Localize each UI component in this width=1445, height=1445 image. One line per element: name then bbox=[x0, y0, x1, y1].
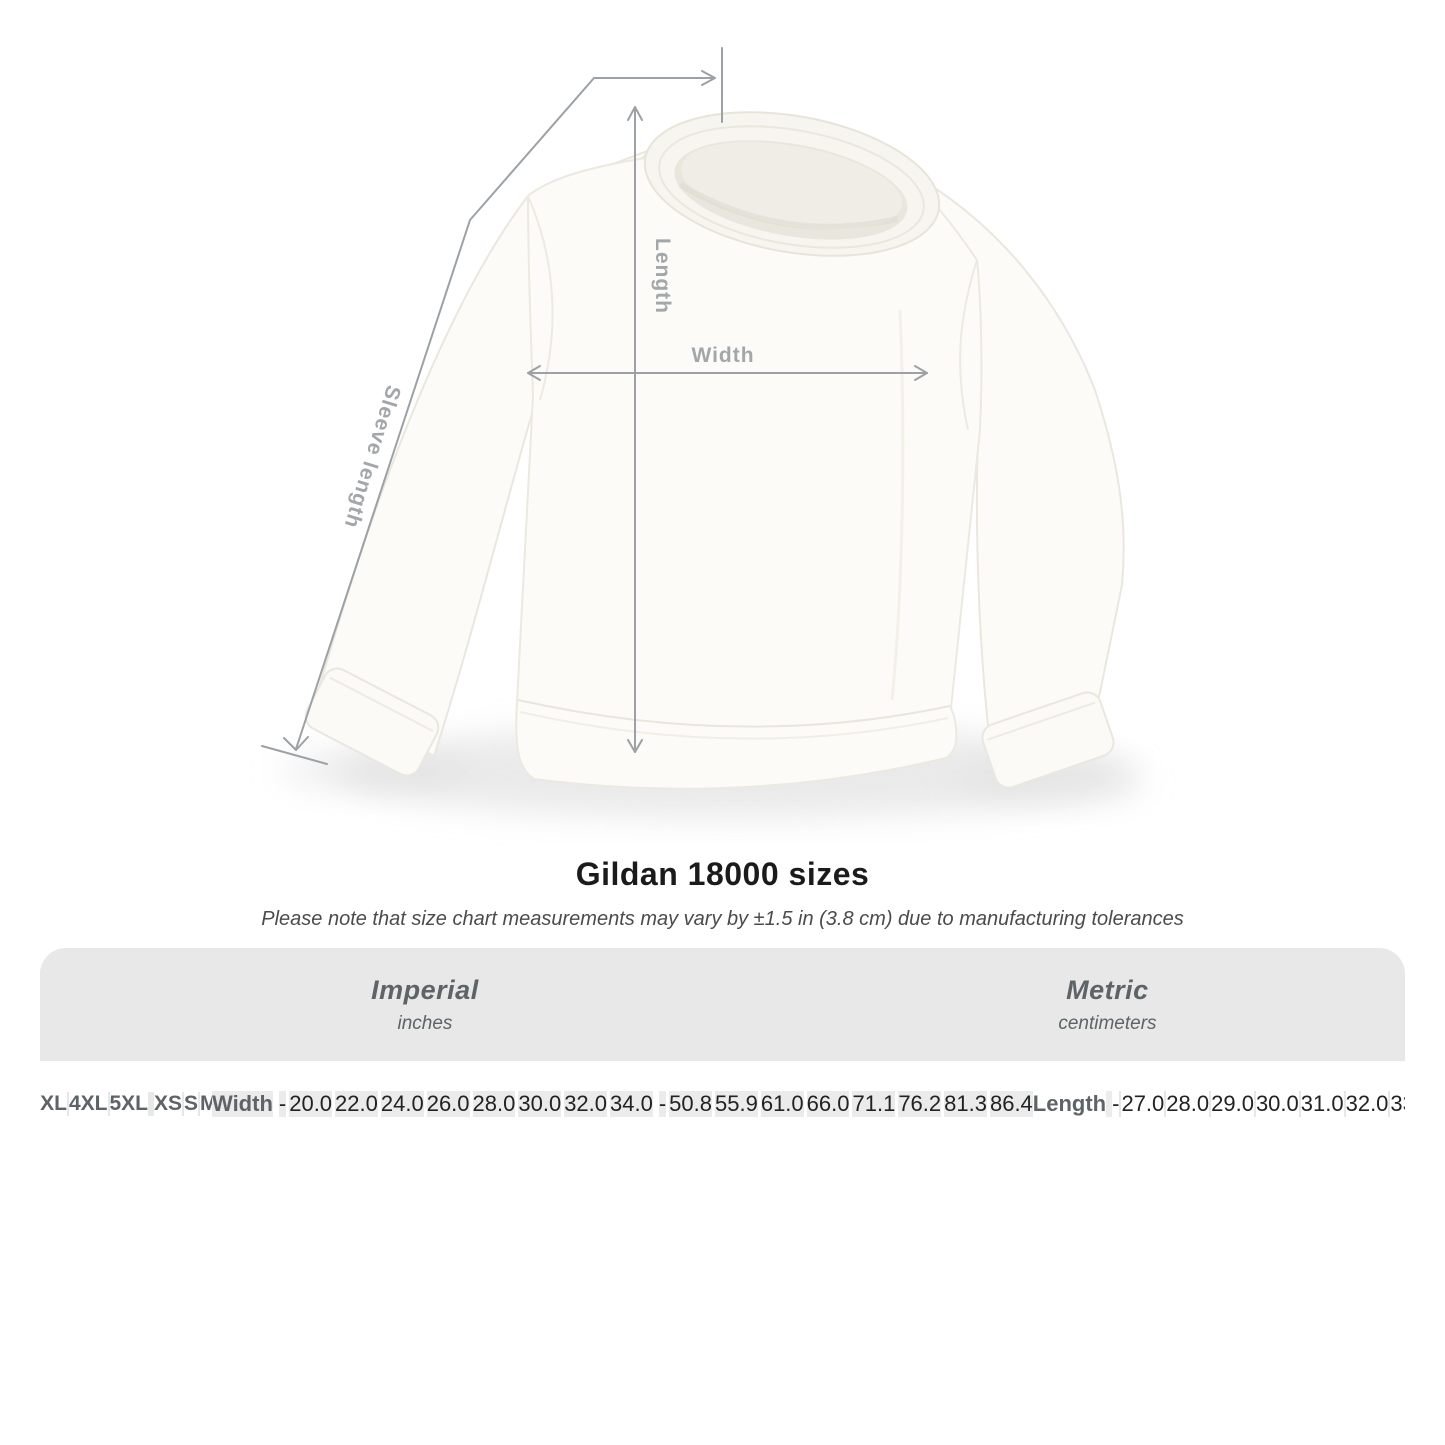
table-row-length: Length - 27.0 28.0 29.0 30.0 31.0 32.0 3… bbox=[1032, 1061, 1405, 1146]
table-cell: 29.0 bbox=[1209, 1090, 1254, 1117]
imperial-unit: inches bbox=[397, 1012, 453, 1034]
size-col-header: XS bbox=[148, 1091, 183, 1116]
row-label: Width bbox=[212, 1090, 273, 1117]
table-cell: 81.3 bbox=[941, 1090, 987, 1117]
size-col-header: 3XL bbox=[40, 1091, 67, 1116]
table-cell: - bbox=[1106, 1090, 1120, 1117]
table-cell: 50.8 bbox=[666, 1090, 712, 1117]
sweatshirt-diagram-svg: Length Width Sleeve length bbox=[261, 47, 1145, 818]
length-label: Length bbox=[651, 238, 674, 314]
imperial-section-header: Imperial inches bbox=[40, 948, 810, 1061]
table-cell: 76.2 bbox=[895, 1090, 942, 1117]
table-cell: 34.0 bbox=[607, 1090, 653, 1117]
right-cuff bbox=[981, 691, 1115, 789]
table-cell: 30.0 bbox=[1253, 1090, 1299, 1117]
left-armhole-seam bbox=[527, 195, 554, 401]
metric-section-header: Metric centimeters bbox=[810, 948, 1405, 1061]
width-arrow bbox=[527, 365, 928, 381]
size-grid: Size XS S M L XL 2XL 3XL 4XL 5XL XS S M … bbox=[40, 1061, 1405, 1146]
table-row-sizes: Size XS S M L XL 2XL 3XL 4XL 5XL XS S M … bbox=[40, 1061, 424, 1146]
size-table: Imperial inches Metric centimeters Size … bbox=[40, 948, 1405, 1401]
row-label: Length bbox=[1032, 1090, 1107, 1117]
table-cell: 32.0 bbox=[1343, 1090, 1389, 1117]
table-cell: 71.1 bbox=[849, 1090, 896, 1117]
table-row-width: Width - 20.0 22.0 24.0 26.0 28.0 30.0 32… bbox=[212, 1061, 1033, 1146]
table-cell: - bbox=[652, 1090, 667, 1117]
waistband-seam bbox=[517, 699, 951, 728]
product-measurement-diagram: Length Width Sleeve length bbox=[261, 47, 1145, 818]
table-cell: 20.0 bbox=[286, 1090, 333, 1117]
collar bbox=[643, 111, 941, 257]
table-cell: 28.0 bbox=[1164, 1090, 1210, 1117]
tolerance-note: Please note that size chart measurements… bbox=[261, 908, 1184, 930]
table-cell: 61.0 bbox=[757, 1090, 804, 1117]
sleeve-length-arrow bbox=[261, 47, 723, 765]
table-cell: 28.0 bbox=[469, 1090, 516, 1117]
measurement-lines bbox=[261, 47, 928, 765]
torso-fold bbox=[890, 309, 905, 701]
table-cell: 66.0 bbox=[803, 1090, 850, 1117]
size-col-header: 4XL bbox=[66, 1091, 108, 1116]
length-arrow bbox=[627, 106, 643, 753]
metric-unit: centimeters bbox=[1058, 1012, 1157, 1034]
table-cell: 26.0 bbox=[423, 1090, 470, 1117]
table-cell: 24.0 bbox=[377, 1090, 424, 1117]
table-cell: 33.0 bbox=[1388, 1090, 1405, 1117]
size-col-header: 5XL bbox=[107, 1091, 149, 1116]
size-col-header: S bbox=[182, 1091, 199, 1116]
waistband-seam-2 bbox=[519, 711, 949, 740]
width-label: Width bbox=[691, 344, 754, 367]
table-cell: 27.0 bbox=[1119, 1090, 1165, 1117]
table-cell: 31.0 bbox=[1298, 1090, 1344, 1117]
table-cell: - bbox=[272, 1090, 287, 1117]
metric-title: Metric bbox=[1066, 974, 1149, 1005]
table-cell: 22.0 bbox=[332, 1090, 378, 1117]
table-section-band: Imperial inches Metric centimeters bbox=[40, 948, 1405, 1061]
table-cell: 86.4 bbox=[986, 1090, 1033, 1117]
right-armhole-seam bbox=[959, 259, 978, 431]
table-cell: 30.0 bbox=[515, 1090, 562, 1117]
table-cell: 32.0 bbox=[561, 1090, 608, 1117]
imperial-title: Imperial bbox=[371, 974, 479, 1005]
page-title: Gildan 18000 sizes bbox=[575, 856, 870, 892]
left-cuff bbox=[304, 667, 440, 777]
table-cell: 55.9 bbox=[712, 1090, 758, 1117]
